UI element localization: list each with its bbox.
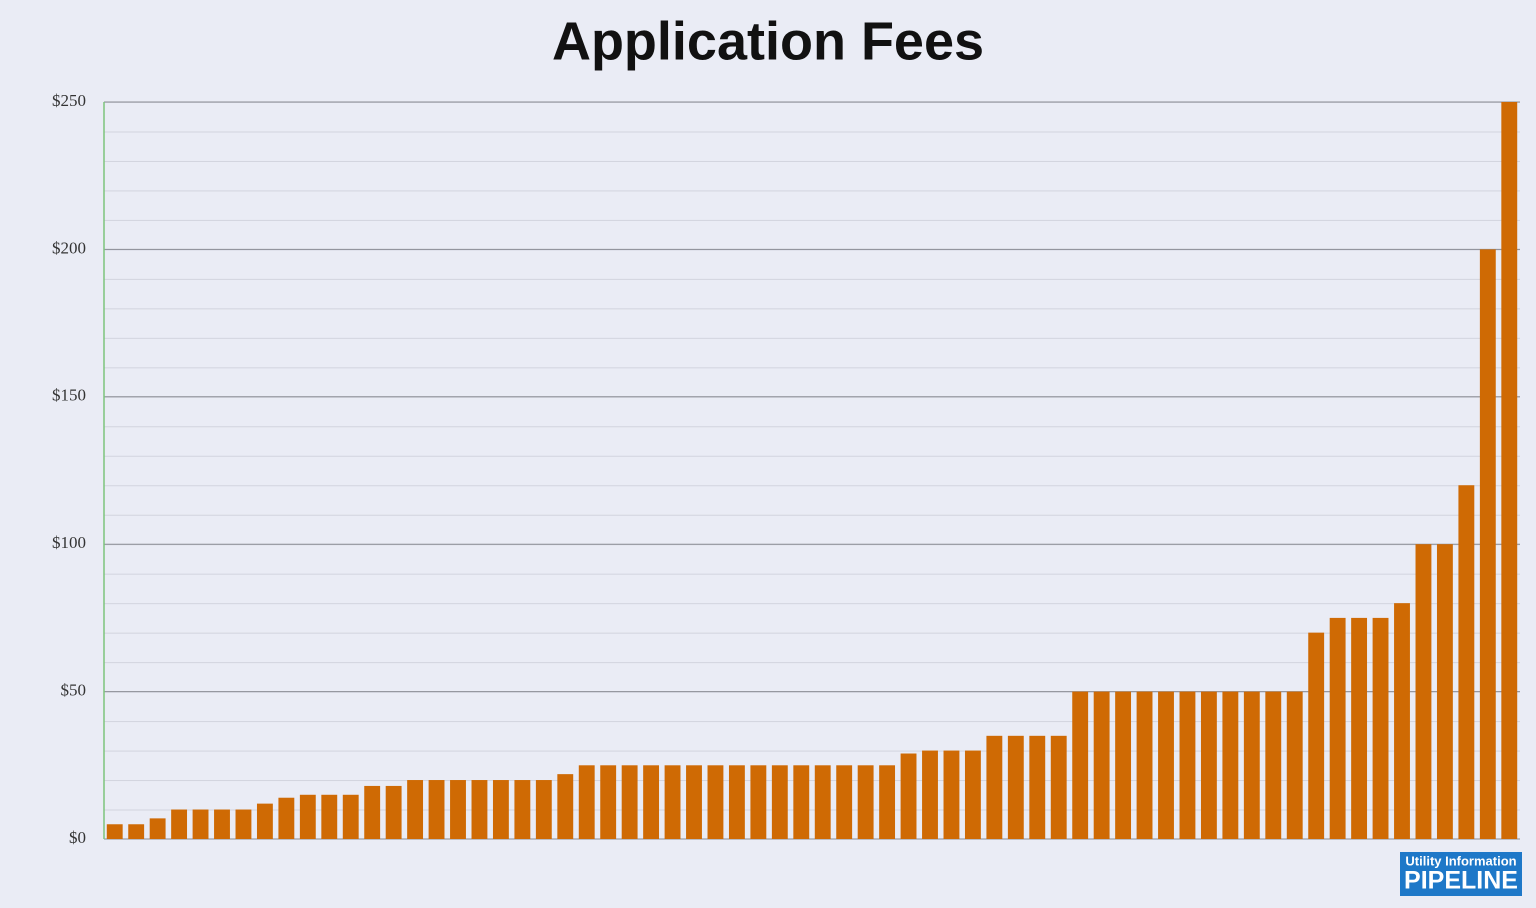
bar [342,794,359,839]
bar [1200,691,1217,839]
bar [428,780,445,839]
y-tick-label: $250 [52,91,86,110]
logo-box [1400,852,1522,896]
bar [1093,691,1110,839]
bar [106,824,123,839]
bar [1415,544,1432,839]
bar [1394,603,1410,839]
bar [299,794,316,839]
bar [707,765,724,839]
bar [514,780,531,839]
bar [793,765,810,839]
bar [1265,691,1282,839]
logo-text: Utility Information [1405,853,1516,868]
bar [278,797,295,839]
bar [1286,691,1303,839]
y-tick-label: $50 [61,681,87,700]
bar [492,780,509,839]
bar [643,765,660,839]
logo-text: PIPELINE [1404,867,1518,895]
bar [1029,735,1046,839]
bar [1158,691,1174,839]
bar [321,794,338,839]
bar [1136,691,1153,839]
bar [1501,102,1518,839]
bar [900,753,917,839]
bar [857,765,874,839]
bar [836,765,853,839]
bar [407,780,424,839]
bar [1222,691,1239,839]
bar [235,809,252,839]
bar [1351,617,1368,839]
y-tick-label: $150 [52,386,86,405]
bar [192,809,209,839]
bar [1458,485,1475,839]
bar [750,765,767,839]
bar [686,765,702,839]
bar [771,765,788,839]
logo: Utility Information PIPELINE [1400,852,1522,896]
bar [471,780,488,839]
bar [879,765,896,839]
bar [600,765,617,839]
bar [149,818,166,839]
bar [557,774,574,839]
bar [621,765,638,839]
bar [922,750,938,839]
bar [1329,617,1346,839]
y-tick-label: $200 [52,238,86,257]
bar [814,765,831,839]
bar [385,785,402,839]
bar [1308,632,1325,839]
bar [964,750,981,839]
bar [1115,691,1132,839]
bar [986,735,1003,839]
bar [1179,691,1196,839]
plot: $0 $50 $100 $150 $200 $250 [52,91,1520,847]
bar [364,785,381,839]
bar [943,750,960,839]
bar [1372,617,1389,839]
y-tick-label: $0 [69,828,86,847]
bar [1243,691,1260,839]
bar [578,765,595,839]
bar [728,765,745,839]
bar [1050,735,1067,839]
chart-title: Application Fees [552,11,984,71]
bar [171,809,188,839]
bar [1436,544,1453,839]
bar [214,809,230,839]
bar [535,780,552,839]
bar [128,824,145,839]
bar [1007,735,1024,839]
minor-grid [104,102,1520,839]
y-tick-label: $100 [52,533,86,552]
bar [256,803,273,839]
bar [450,780,466,839]
bar [664,765,681,839]
bar [1072,691,1089,839]
bar [1479,249,1496,839]
